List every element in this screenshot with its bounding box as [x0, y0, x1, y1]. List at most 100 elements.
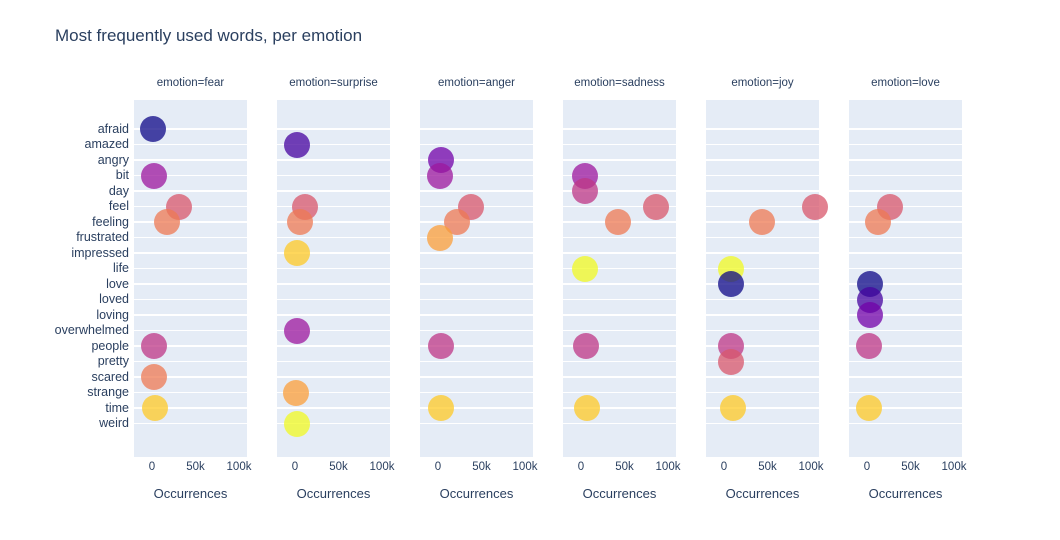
gridline	[706, 345, 819, 347]
gridline	[134, 236, 247, 239]
x-tick-label: 50k	[186, 461, 205, 473]
gridline	[706, 128, 819, 130]
y-axis-label-love: love	[106, 276, 129, 291]
gridline	[563, 205, 676, 208]
data-point-bit[interactable]	[140, 162, 167, 189]
gridline	[420, 407, 533, 409]
data-point-people[interactable]	[140, 333, 167, 359]
gridline	[706, 174, 819, 177]
gridline	[706, 360, 819, 363]
gridline	[563, 174, 676, 177]
gridline	[420, 221, 533, 223]
gridline	[420, 190, 533, 192]
gridline	[134, 376, 247, 378]
data-point-day[interactable]	[572, 178, 599, 204]
x-tick-label: 50k	[615, 461, 634, 473]
data-point-people[interactable]	[573, 333, 600, 359]
data-point-pretty[interactable]	[717, 348, 744, 375]
gridline	[134, 407, 247, 409]
data-point-feeling[interactable]	[604, 209, 631, 235]
x-axis-title: Occurrences	[153, 486, 228, 501]
gridline	[420, 329, 533, 332]
data-point-life[interactable]	[572, 255, 599, 282]
gridline	[277, 391, 390, 394]
data-point-love[interactable]	[717, 271, 744, 297]
data-point-afraid[interactable]	[140, 116, 167, 142]
y-axis-label-scared: scared	[91, 369, 129, 384]
data-point-time[interactable]	[856, 395, 883, 421]
data-point-people[interactable]	[855, 333, 882, 359]
data-point-feeling[interactable]	[748, 209, 775, 235]
data-point-feeling[interactable]	[154, 209, 181, 235]
gridline	[420, 376, 533, 378]
gridline	[134, 221, 247, 223]
gridline	[134, 329, 247, 332]
gridline	[563, 252, 676, 254]
gridline	[420, 143, 533, 146]
data-point-strange[interactable]	[283, 379, 310, 406]
data-point-overwhelmed[interactable]	[283, 317, 310, 344]
gridline	[563, 376, 676, 378]
gridline	[849, 128, 962, 130]
data-point-time[interactable]	[428, 395, 455, 421]
gridline	[277, 283, 390, 285]
gridline	[849, 252, 962, 254]
gridline	[420, 345, 533, 347]
data-point-scared[interactable]	[141, 364, 168, 390]
gridline	[277, 329, 390, 332]
gridline	[134, 174, 247, 177]
gridline	[420, 391, 533, 394]
gridline	[706, 391, 819, 394]
x-tick-label: 100k	[512, 461, 538, 473]
x-axis-title: Occurrences	[439, 486, 514, 501]
data-point-time[interactable]	[719, 395, 746, 421]
gridline	[277, 422, 390, 425]
data-point-feeling[interactable]	[865, 209, 892, 235]
gridline	[134, 190, 247, 192]
gridline	[277, 298, 390, 301]
gridline	[706, 252, 819, 254]
gridline	[134, 345, 247, 347]
gridline	[420, 314, 533, 316]
data-point-frustrated[interactable]	[427, 224, 454, 251]
data-point-loving[interactable]	[856, 302, 883, 328]
gridline	[563, 345, 676, 347]
gridline	[420, 159, 533, 161]
x-axis-title: Occurrences	[582, 486, 657, 501]
data-point-feeling[interactable]	[286, 209, 313, 235]
gridline	[563, 314, 676, 316]
gridline	[563, 298, 676, 301]
data-point-amazed[interactable]	[283, 131, 310, 158]
gridline	[849, 314, 962, 316]
gridline	[134, 422, 247, 425]
y-axis-label-overwhelmed: overwhelmed	[54, 323, 129, 337]
gridline	[420, 283, 533, 285]
data-point-time[interactable]	[573, 395, 600, 421]
gridline	[706, 159, 819, 161]
gridline	[849, 376, 962, 378]
x-tick-label: 0	[863, 461, 871, 473]
x-tick-label: 0	[577, 461, 585, 473]
data-point-time[interactable]	[142, 395, 169, 421]
y-axis-label-feeling: feeling	[92, 214, 129, 229]
x-tick-label: 50k	[329, 461, 348, 473]
facet-title-joy: emotion=joy	[731, 77, 794, 89]
gridline	[420, 252, 533, 254]
gridline	[849, 159, 962, 161]
data-point-impressed[interactable]	[283, 240, 310, 266]
x-tick-label: 100k	[226, 461, 252, 473]
y-axis-label-amazed: amazed	[84, 137, 129, 151]
data-point-feel[interactable]	[802, 193, 829, 220]
gridline	[134, 143, 247, 146]
y-axis-label-people: people	[91, 338, 129, 353]
data-point-feel[interactable]	[642, 193, 669, 220]
facet-panel-surprise	[277, 100, 390, 457]
data-point-weird[interactable]	[283, 410, 310, 437]
gridline	[706, 314, 819, 316]
gridline	[420, 236, 533, 239]
data-point-bit[interactable]	[427, 162, 454, 189]
gridline	[563, 360, 676, 363]
data-point-people[interactable]	[427, 333, 454, 359]
gridline	[706, 407, 819, 409]
gridline	[706, 376, 819, 378]
